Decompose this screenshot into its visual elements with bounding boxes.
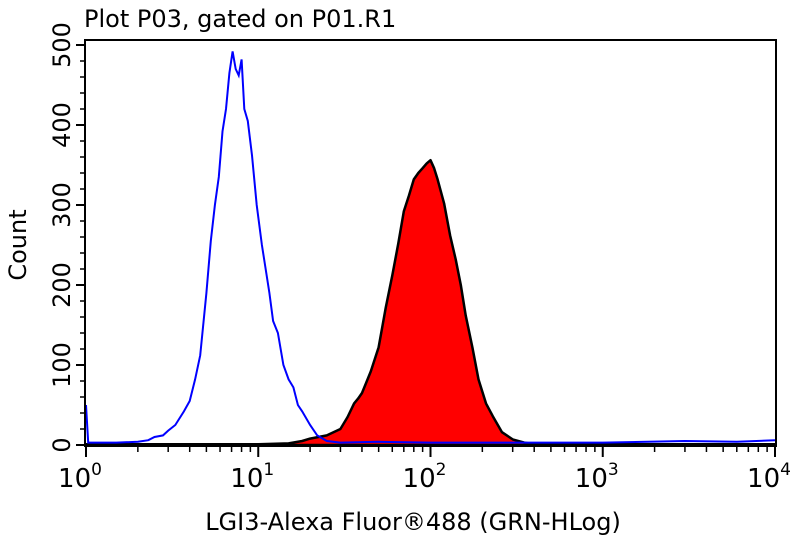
y-tick-label: 200 [48, 262, 76, 308]
x-tick-label: 103 [575, 460, 619, 494]
x-axis-label: LGI3-Alexa Fluor®488 (GRN-HLog) [205, 508, 621, 536]
x-tick-label: 100 [58, 460, 102, 494]
x-tick-label: 102 [403, 460, 447, 494]
y-tick-label: 100 [48, 342, 76, 388]
chart-title: Plot P03, gated on P01.R1 [84, 5, 396, 33]
y-tick-label: 500 [48, 22, 76, 68]
y-tick-label: 300 [48, 182, 76, 228]
series-filled-histogram [84, 158, 777, 447]
y-axis-label: Count [4, 209, 32, 280]
x-tick-label: 101 [230, 460, 274, 494]
series-outline-histogram [85, 51, 776, 444]
y-tick-label: 400 [48, 102, 76, 148]
x-tick-label: 104 [747, 460, 791, 494]
y-tick-label: 0 [48, 437, 76, 452]
